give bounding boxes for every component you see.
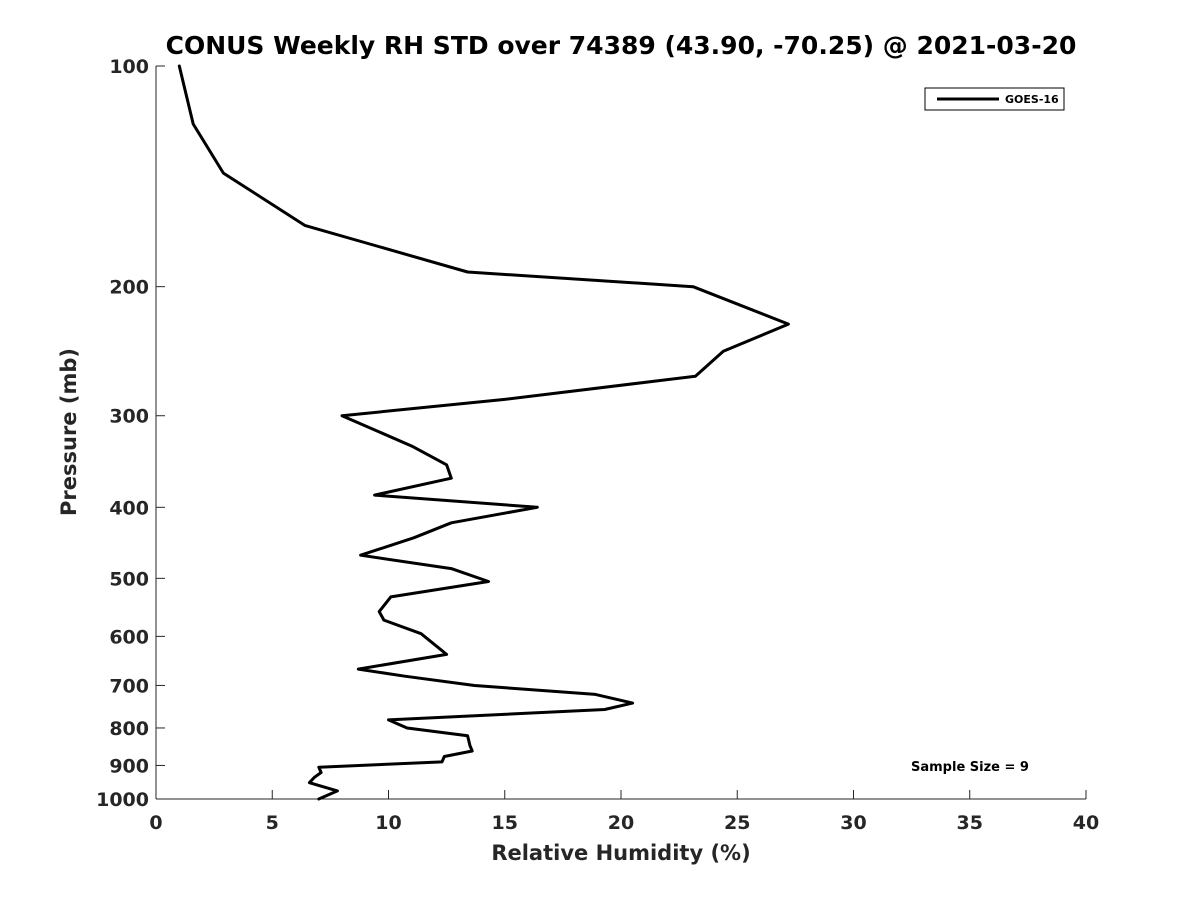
- x-tick-label: 0: [149, 812, 162, 834]
- x-tick-label: 25: [724, 812, 750, 834]
- x-tick-label: 20: [608, 812, 634, 834]
- legend: GOES-16: [924, 87, 1065, 111]
- axes: 0 5 10 15 20 25 30 35 40 100 200 300 400 500 600 700 800…: [96, 56, 1099, 834]
- sample-size-annotation: Sample Size = 9: [911, 760, 1029, 775]
- y-tick-label: 1000: [96, 789, 149, 811]
- y-tick-label: 200: [109, 277, 149, 299]
- plot-area: [156, 66, 1086, 799]
- x-tick-label: 15: [492, 812, 518, 834]
- x-tick-label: 30: [840, 812, 866, 834]
- series-layer: [177, 64, 790, 801]
- y-tick-label: 900: [109, 755, 149, 777]
- x-tick-label: 10: [375, 812, 401, 834]
- chart-title: CONUS Weekly RH STD over 74389 (43.90, -…: [166, 31, 1077, 60]
- y-tick-label: 600: [109, 626, 149, 648]
- y-tick-label: 100: [109, 56, 149, 78]
- series-line-goes-16: [177, 64, 790, 801]
- y-tick-label: 300: [109, 406, 149, 428]
- y-tick-label: 700: [109, 675, 149, 697]
- x-tick-label: 40: [1073, 812, 1099, 834]
- x-tick-label: 35: [957, 812, 983, 834]
- x-axis-label: Relative Humidity (%): [491, 841, 750, 865]
- x-tick-label: 5: [266, 812, 279, 834]
- y-tick-label: 500: [109, 568, 149, 590]
- y-axis-label: Pressure (mb): [57, 348, 81, 516]
- y-tick-label: 800: [109, 718, 149, 740]
- legend-label: GOES-16: [1005, 93, 1059, 106]
- y-tick-label: 400: [109, 497, 149, 519]
